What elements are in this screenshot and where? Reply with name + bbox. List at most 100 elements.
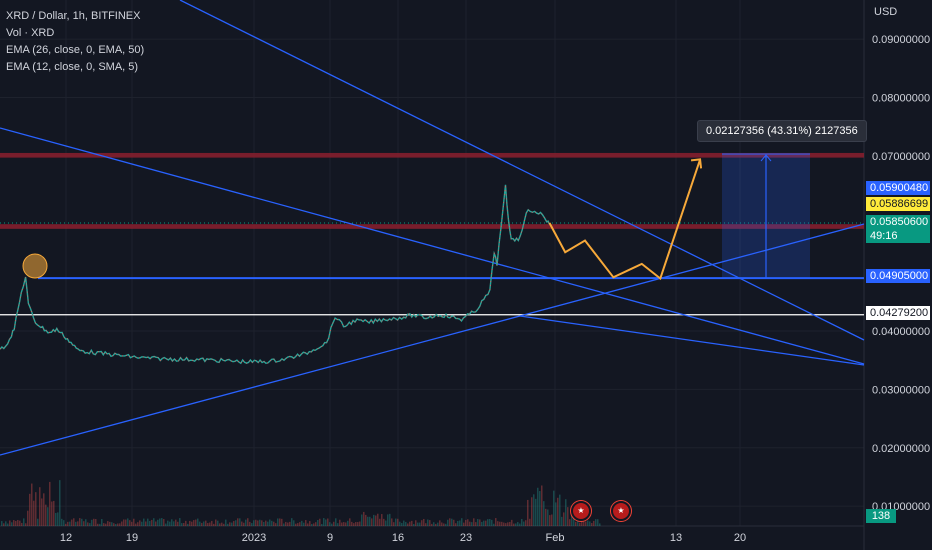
volume-bar [421,520,423,526]
volume-bar [7,523,9,526]
volume-bar [539,491,541,526]
volume-bar [561,516,563,526]
volume-bar [523,521,525,526]
volume-bar [511,519,513,526]
volume-bar [471,522,473,526]
ema-indicator-label-2[interactable]: EMA (12, close, 0, SMA, 5) [6,61,139,73]
volume-bar [75,521,77,526]
volume-bar [97,523,99,526]
volume-bar [577,520,579,526]
volume-bar [599,523,601,526]
x-tick-label: Feb [546,532,565,544]
volume-bar [171,519,173,526]
volume-bar [363,511,365,526]
volume-bar [137,522,139,526]
volume-bar [359,521,361,526]
volume-bar [191,521,193,526]
volume-bar [249,521,251,526]
volume-bar [51,501,53,526]
volume-bar [339,519,341,526]
volume-bar [595,519,597,526]
volume-bar [201,522,203,526]
volume-bar [115,523,117,526]
volume-bar [463,522,465,526]
volume-bar [375,515,377,526]
volume-bar [349,518,351,526]
volume-bar [89,523,91,526]
us-flag-event-icon[interactable]: ★ [571,501,591,521]
volume-bar [159,518,161,526]
projection-path [548,158,703,281]
volume-bar [267,521,269,526]
volume-bar [553,490,555,526]
x-axis[interactable]: 12 19 2023 9 16 23 Feb 13 20 [60,532,746,544]
volume-bar [47,507,49,526]
volume-bar [425,523,427,526]
volume-bar [263,521,265,526]
volume-bar [121,521,123,526]
volume-bar [27,510,29,526]
us-flag-event-icon[interactable]: ★ [611,501,631,521]
volume-bar [543,501,545,526]
volume-bar [277,518,279,526]
volume-bar [197,518,199,526]
volume-bar [145,521,147,526]
volume-bar [321,523,323,526]
volume-bar [535,498,537,526]
volume-bar [345,522,347,526]
volume-bar [353,523,355,526]
volume-bar [57,512,59,526]
volume-bar [533,494,535,526]
volume-bar [209,522,211,526]
volume-bar [587,520,589,526]
volume-indicator-label[interactable]: Vol · XRD [6,27,55,39]
volume-bar [167,520,169,526]
volume-bar [239,518,241,526]
volume-bar [129,520,131,526]
volume-bar [403,520,405,526]
volume-bar [53,500,55,526]
volume-bar [429,520,431,526]
volume-bar [147,518,149,526]
volume-bar [371,518,373,526]
trend-line [519,315,865,366]
currency-label[interactable]: USD [874,6,898,18]
volume-bar [229,522,231,526]
resistance-zones [0,152,864,229]
volume-bar [487,519,489,526]
volume-bar [237,518,239,526]
volume-bar [493,523,495,526]
volume-bar [389,513,391,526]
volume-bar [545,508,547,526]
x-tick-label: 16 [392,532,404,544]
y-axis[interactable]: 0.09000000 0.08000000 0.07000000 0.04000000… [872,34,930,513]
volume-bar [269,519,271,526]
volume-bar [379,518,381,526]
volume-bar [449,518,451,526]
volume-bar [235,520,237,526]
volume-bar [367,516,369,526]
volume-bar [531,497,533,526]
volume-bar [83,521,85,526]
volume-bar [343,522,345,526]
volume-bar [41,498,43,526]
volume-bar [547,509,549,526]
volume-bar [241,521,243,526]
volume-bar [255,519,257,526]
volume-bar [163,519,165,526]
resistance-zone [0,224,864,229]
volume-bar [521,518,523,526]
volume-bar [301,520,303,526]
volume-bar [459,520,461,526]
volume-bar [155,521,157,526]
ema-indicator-label-1[interactable]: EMA (26, close, 0, EMA, 50) [6,44,145,56]
volume-bar [313,523,315,526]
volume-bar [333,521,335,526]
volume-bar [563,512,565,526]
volume-bar [469,521,471,526]
symbol-title[interactable]: XRD / Dollar, 1h, BITFINEX [6,10,141,22]
volume-bar [37,518,39,526]
volume-bar [271,520,273,526]
volume-bar [29,493,31,526]
